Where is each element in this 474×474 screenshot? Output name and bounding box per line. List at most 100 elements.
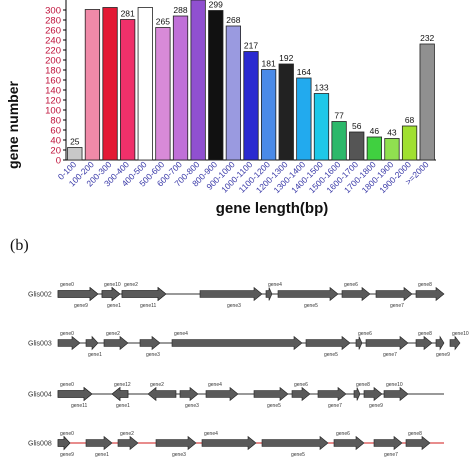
row-label: Glis008: [28, 441, 52, 448]
gene-label: gene5: [291, 452, 305, 458]
gene-map-row: Glis008 gene0 gene1 gene2 gene3 gene4 gene5 gen…: [28, 431, 444, 458]
gene-label: gene2: [120, 431, 134, 437]
gene-label: gene3: [227, 303, 241, 309]
bar: [384, 138, 400, 161]
plot-area: 0204060801001201401601802002202402602803…: [45, 0, 436, 195]
gene-arrow: [291, 386, 311, 402]
gene-arrow: [179, 386, 199, 402]
bar-data-label: 299: [209, 0, 223, 10]
gene-arrow: [199, 286, 263, 302]
y-tick-label: 100: [45, 105, 61, 116]
gene-label: gene3: [146, 352, 160, 358]
gene-arrow: [305, 335, 351, 351]
bar: [401, 125, 418, 161]
gene-arrow: [333, 435, 365, 451]
gene-label: gene6: [336, 431, 350, 437]
gene-label: gene6: [294, 382, 308, 388]
y-tick-label: 80: [50, 115, 61, 126]
gene-arrow: [111, 386, 129, 402]
gene-label: gene4: [174, 331, 188, 337]
row-label: Glis003: [28, 341, 52, 348]
bar-data-label: 164: [297, 67, 311, 77]
gene-label: gene4: [268, 282, 282, 288]
gene-label: gene7: [384, 452, 398, 458]
row-label: Glis002: [28, 292, 52, 299]
bar-data-label: 25: [70, 137, 80, 147]
gene-label: gene3: [185, 403, 199, 409]
gene-arrow: [341, 286, 371, 302]
gene-label: gene10: [452, 331, 469, 337]
y-tick-label: 200: [45, 55, 61, 66]
gene-arrow: [265, 287, 273, 301]
bar-data-label: 43: [387, 128, 397, 138]
gene-arrow: [147, 386, 177, 402]
bar: [313, 93, 330, 161]
panel-label: (b): [10, 237, 29, 254]
y-tick-label: 240: [45, 35, 61, 46]
bar-data-label: 265: [156, 17, 170, 27]
gene-label: gene0: [60, 282, 74, 288]
gene-label: gene1: [95, 452, 109, 458]
gene-label: gene7: [328, 403, 342, 409]
gene-label: gene8: [418, 331, 432, 337]
bar: [225, 25, 242, 161]
bar-data-label: 288: [173, 5, 187, 15]
bar-data-label: 192: [279, 53, 293, 63]
y-tick-label: 40: [50, 135, 61, 146]
gene-label: gene2: [106, 331, 120, 337]
bar: [366, 136, 382, 161]
bar: [278, 63, 294, 161]
y-tick-label: 60: [50, 125, 61, 136]
gene-arrow: [317, 386, 347, 402]
gene-label: gene9: [436, 352, 450, 358]
gene-arrow: [365, 335, 409, 351]
bar-data-label: 181: [262, 59, 276, 69]
y-tick-label: 0: [56, 155, 61, 166]
bar: [349, 131, 365, 161]
bar: [419, 43, 435, 161]
y-tick-label: 160: [45, 75, 61, 86]
gene-label: gene9: [60, 452, 74, 458]
gene-arrow: [121, 286, 167, 302]
bar: [84, 9, 101, 161]
gene-map-rows: Glis002 gene0 gene1 gene2 gene3 gene4 gene5 gen…: [28, 282, 469, 458]
gene-arrow: [57, 386, 93, 402]
gene-arrow: [155, 435, 197, 451]
gene-label: gene4: [204, 431, 218, 437]
gene-arrow: [201, 435, 257, 451]
bar-data-label: 281: [121, 9, 135, 19]
gene-label: gene7: [383, 352, 397, 358]
gene-arrow: [117, 435, 139, 451]
gene-label: gene0: [60, 382, 74, 388]
bar: [243, 51, 259, 161]
bar-data-label: 46: [370, 126, 380, 136]
bar: [67, 147, 83, 161]
gene-label: gene5: [304, 303, 318, 309]
y-tick-label: 300: [45, 5, 61, 16]
bar-data-label: 133: [314, 83, 328, 93]
gene-label: gene11: [140, 303, 157, 309]
y-tick-label: 20: [50, 145, 61, 156]
gene-arrow: [277, 286, 339, 302]
bar-chart: gene number gene length(bp) 020406080100…: [5, 0, 436, 217]
y-tick-label: 120: [45, 95, 61, 106]
gene-map-row: Glis002 gene0 gene1 gene2 gene3 gene4 gene5 gen…: [28, 282, 445, 309]
bar: [190, 0, 206, 161]
gene-label: gene8: [418, 282, 432, 288]
gene-label: gene10: [386, 382, 403, 388]
gene-arrow: [101, 286, 121, 302]
gene-arrow: [57, 435, 71, 451]
bar: [120, 19, 136, 161]
gene-arrow: [139, 335, 161, 351]
bar-data-label: 217: [244, 41, 258, 51]
gene-arrow: [405, 435, 431, 451]
gene-label: gene2: [124, 282, 138, 288]
gene-label: gene9: [369, 403, 383, 409]
gene-arrow: [171, 335, 303, 351]
bar: [260, 69, 277, 161]
gene-arrow: [363, 386, 383, 402]
bar: [137, 7, 153, 161]
gene-label: gene1: [107, 303, 121, 309]
gene-label: gene6: [358, 331, 372, 337]
bar-data-label: 232: [420, 33, 434, 43]
